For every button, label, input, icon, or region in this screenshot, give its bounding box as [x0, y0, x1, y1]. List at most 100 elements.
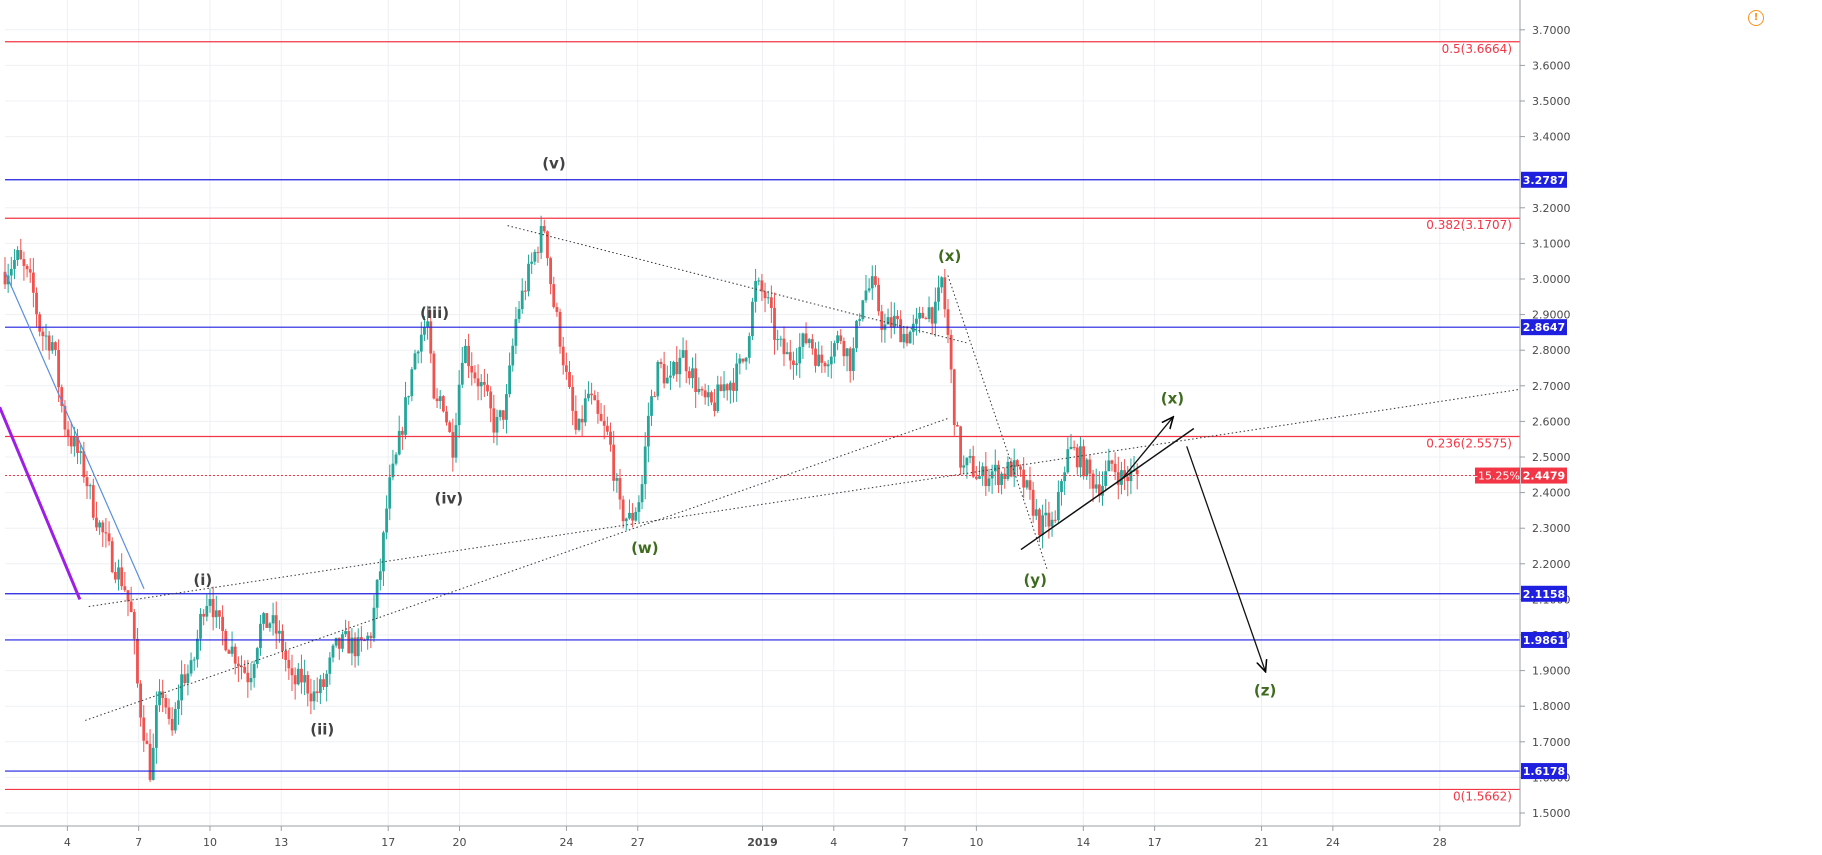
y-tick-label: 2.8000 — [1532, 344, 1571, 357]
candle-body — [142, 717, 146, 741]
candle-body — [867, 288, 871, 291]
candle-body — [650, 396, 653, 416]
candle-body — [224, 630, 228, 651]
candle-body — [766, 297, 770, 299]
candle-body — [435, 398, 439, 402]
candle-body — [57, 350, 61, 388]
candle-body — [334, 637, 338, 646]
candle-body — [968, 455, 972, 458]
candle-body — [378, 571, 382, 580]
candle-body — [940, 277, 944, 288]
wave-label: (x) — [938, 247, 961, 265]
candle-body — [684, 350, 688, 372]
candle-body — [16, 250, 20, 261]
candle-body — [763, 291, 767, 299]
candle-body — [9, 268, 13, 276]
candle-body — [208, 598, 212, 606]
candle-body — [139, 683, 143, 718]
candle-body — [587, 393, 590, 399]
candle-body — [691, 368, 694, 379]
candle-body — [249, 677, 253, 683]
candle-body — [19, 250, 23, 260]
candle-body — [514, 319, 518, 346]
candle-body — [580, 418, 584, 423]
candle-body — [337, 637, 341, 649]
candle-body — [214, 610, 218, 618]
candle-body — [574, 410, 578, 430]
candle-body — [35, 292, 38, 315]
candle-body — [814, 348, 817, 366]
candle-body — [359, 637, 363, 641]
candle-body — [921, 312, 925, 319]
candle-body — [312, 691, 316, 702]
candle-body — [643, 446, 647, 485]
wave-label: (y) — [1023, 571, 1047, 589]
candle-body — [470, 365, 474, 373]
candle-body — [618, 478, 622, 500]
candle-body — [151, 747, 155, 780]
fib-level-label: 0.382(3.1707) — [1426, 218, 1512, 232]
candle-body — [927, 307, 931, 320]
candle-body — [240, 666, 243, 668]
candle-body — [599, 413, 603, 421]
candle-body — [1025, 480, 1029, 488]
candle-body — [687, 371, 691, 379]
wave-label: (v) — [542, 155, 566, 173]
candle-body — [205, 605, 209, 617]
candle-body — [637, 502, 641, 512]
candle-body — [382, 532, 385, 572]
candle-body — [400, 430, 404, 435]
candle-body — [429, 321, 433, 354]
candle-body — [773, 307, 776, 340]
candle-body — [91, 485, 95, 518]
candle-body — [328, 657, 332, 674]
y-tick-label: 2.9000 — [1532, 309, 1571, 322]
candle-body — [1028, 480, 1032, 490]
candle-body — [177, 700, 180, 709]
candle-body — [1123, 470, 1126, 477]
candle-body — [933, 301, 937, 324]
x-tick-label: 4 — [64, 836, 71, 849]
candle-body — [918, 312, 921, 319]
candle-body — [659, 361, 663, 365]
candle-body — [1044, 512, 1048, 516]
candle-body — [760, 280, 764, 292]
candle-body — [38, 314, 42, 332]
candle-body — [98, 522, 102, 528]
candle-body — [801, 333, 805, 347]
candle-body — [952, 369, 956, 426]
candle-body — [195, 638, 199, 660]
candle-body — [236, 663, 240, 667]
candle-body — [1097, 484, 1101, 496]
candle-body — [25, 265, 29, 270]
x-tick-label: 14 — [1076, 836, 1090, 849]
candle-body — [817, 354, 821, 366]
candle-body — [180, 674, 184, 701]
candle-body — [984, 466, 988, 487]
candle-body — [164, 697, 168, 708]
candle-body — [467, 345, 471, 366]
candle-body — [987, 478, 991, 487]
wave-label: (x) — [1161, 390, 1184, 408]
candle-body — [227, 650, 231, 654]
y-tick-label: 1.8000 — [1532, 700, 1571, 713]
y-tick-label: 2.3000 — [1532, 522, 1571, 535]
y-tick-label: 1.7000 — [1532, 736, 1571, 749]
candle-body — [542, 226, 546, 232]
candle-body — [703, 390, 707, 398]
candle-body — [460, 362, 464, 385]
candle-body — [60, 387, 64, 407]
candle-body — [1126, 476, 1130, 482]
candle-body — [136, 638, 139, 684]
level-badge — [1521, 319, 1567, 336]
candle-body — [517, 309, 521, 320]
candle-body — [829, 356, 833, 365]
candle-body — [877, 284, 880, 312]
alert-icon[interactable]: ! — [1748, 10, 1764, 26]
wave-label: (w) — [631, 539, 659, 557]
candle-body — [549, 258, 553, 285]
candle-body — [268, 623, 272, 628]
candle-body — [79, 451, 83, 453]
candle-body — [612, 444, 616, 481]
